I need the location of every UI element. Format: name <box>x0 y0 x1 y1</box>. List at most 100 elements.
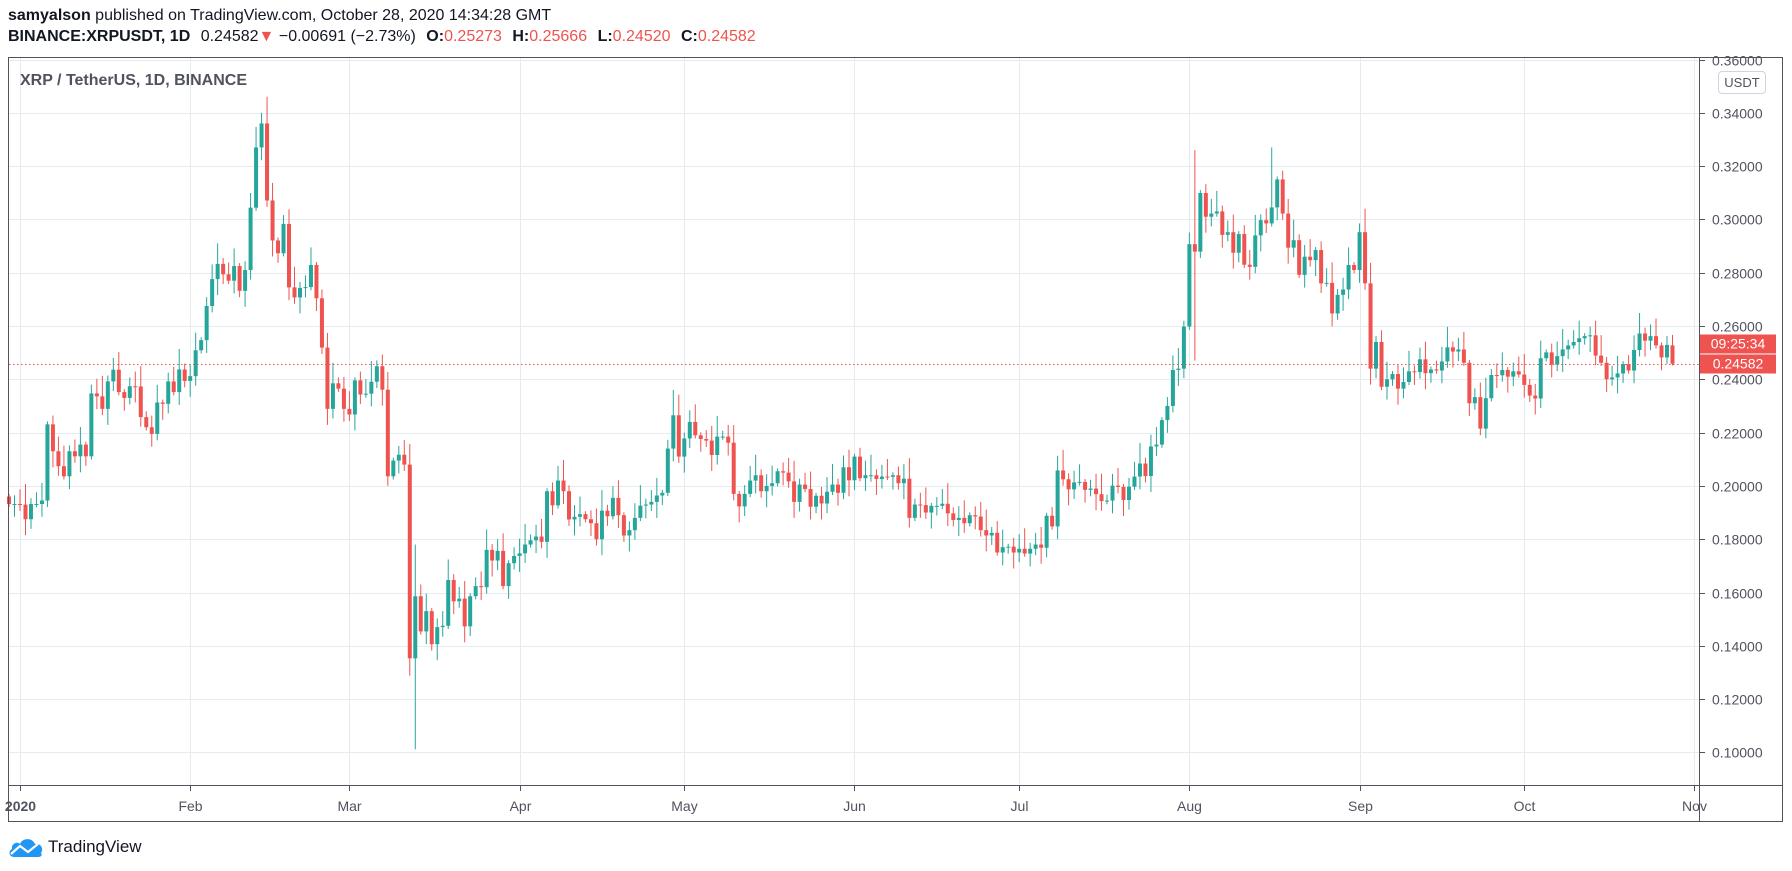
candle <box>1137 442 1142 490</box>
candle-body <box>435 627 440 645</box>
price-tick-label: 0.30000 <box>1712 212 1763 228</box>
candle-body <box>199 340 204 351</box>
candles <box>7 96 1675 750</box>
price-tick-label: 0.36000 <box>1712 53 1763 69</box>
candle <box>1544 349 1549 362</box>
time-axis-labels[interactable]: 2020 Feb Mar Apr May Jun Jul Aug Sep Oct Nov <box>5 786 1707 814</box>
candle-body <box>116 369 121 393</box>
candle <box>836 478 841 506</box>
candle-body <box>18 504 22 506</box>
candle-body <box>479 586 484 588</box>
candle-body <box>243 270 248 291</box>
candle <box>254 126 259 211</box>
tradingview-logo[interactable]: TradingView <box>8 835 142 859</box>
candle-body <box>1352 264 1357 271</box>
candle <box>116 352 121 396</box>
candle <box>243 261 248 307</box>
candle <box>1302 244 1307 288</box>
candle-body <box>1434 369 1439 371</box>
last-price-tag: 0.24582 09:25:34 <box>1700 334 1776 374</box>
candle <box>1264 208 1269 233</box>
candle <box>418 584 423 635</box>
candle-body <box>111 369 116 382</box>
candle <box>1467 359 1472 417</box>
candle-body <box>583 514 588 520</box>
candle <box>567 485 571 526</box>
candle-body <box>693 421 698 436</box>
candle <box>1258 214 1263 252</box>
price-tick-label: 0.32000 <box>1712 159 1763 175</box>
chart-frame <box>8 57 1783 822</box>
candle <box>561 460 566 505</box>
candle-body <box>1132 476 1137 487</box>
candle-body <box>550 491 555 506</box>
price-axis[interactable] <box>1700 57 1792 822</box>
author-name[interactable]: samyalson <box>8 7 91 24</box>
candle-body <box>292 287 297 298</box>
chart-title: XRP / TetherUS, 1D, BINANCE <box>20 72 248 89</box>
candle <box>599 490 604 556</box>
time-tick-label: Mar <box>337 798 361 814</box>
candle-body <box>1176 368 1181 370</box>
candle <box>1105 494 1110 505</box>
candle-body <box>407 464 412 659</box>
candle-body <box>1456 349 1461 352</box>
candle-body <box>726 436 731 443</box>
candle-body <box>1472 397 1477 404</box>
candle <box>451 574 456 615</box>
candle <box>1187 232 1192 330</box>
candle-body <box>1028 548 1033 554</box>
candle-body <box>89 393 94 457</box>
candle <box>160 399 165 420</box>
candle <box>1368 262 1373 385</box>
candle-body <box>1395 373 1400 389</box>
candle <box>1319 241 1324 293</box>
candle-body <box>303 287 308 289</box>
candle-body <box>1654 336 1659 346</box>
candle <box>462 581 467 643</box>
candle <box>901 464 906 500</box>
time-tick-label: Jul <box>1011 798 1029 814</box>
high-value: 0.25666 <box>529 28 588 45</box>
candle-body <box>336 383 341 389</box>
currency-badge[interactable]: USDT <box>1718 71 1766 94</box>
candle <box>276 237 281 263</box>
time-tick-label: Sep <box>1348 798 1373 814</box>
candle-body <box>594 523 599 540</box>
candle <box>1478 382 1483 436</box>
candle-body <box>1374 341 1379 369</box>
candle <box>830 464 835 495</box>
candle-body <box>841 467 846 493</box>
candle-body <box>1445 347 1450 362</box>
candle <box>1050 506 1055 530</box>
candle-body <box>451 579 456 602</box>
candle-body <box>1593 335 1598 356</box>
candle-body <box>803 484 808 490</box>
time-tick-label: Feb <box>178 798 202 814</box>
candle-body <box>254 147 259 208</box>
candle-body <box>1044 515 1049 548</box>
price-tick-label: 0.14000 <box>1712 639 1763 655</box>
candle <box>1121 484 1126 517</box>
candle-body <box>1341 289 1346 295</box>
price-tick-label: 0.34000 <box>1712 106 1763 122</box>
candle <box>1116 468 1120 494</box>
time-tick-label: Nov <box>1682 798 1707 814</box>
candle <box>1000 529 1005 566</box>
candle-body <box>1659 345 1664 358</box>
branding-text: TradingView <box>48 837 142 856</box>
candle <box>221 258 226 284</box>
candle <box>556 465 561 509</box>
candle-body <box>610 497 615 517</box>
candle <box>775 468 780 487</box>
price-tick-label: 0.24000 <box>1712 372 1763 388</box>
candle-body <box>259 123 264 148</box>
candle-body <box>605 510 610 517</box>
candle-body <box>852 456 857 481</box>
candle <box>1637 312 1642 357</box>
candle <box>912 498 917 522</box>
candle-body <box>1291 240 1296 248</box>
candle-body <box>660 492 665 496</box>
candle-body <box>1236 234 1241 253</box>
